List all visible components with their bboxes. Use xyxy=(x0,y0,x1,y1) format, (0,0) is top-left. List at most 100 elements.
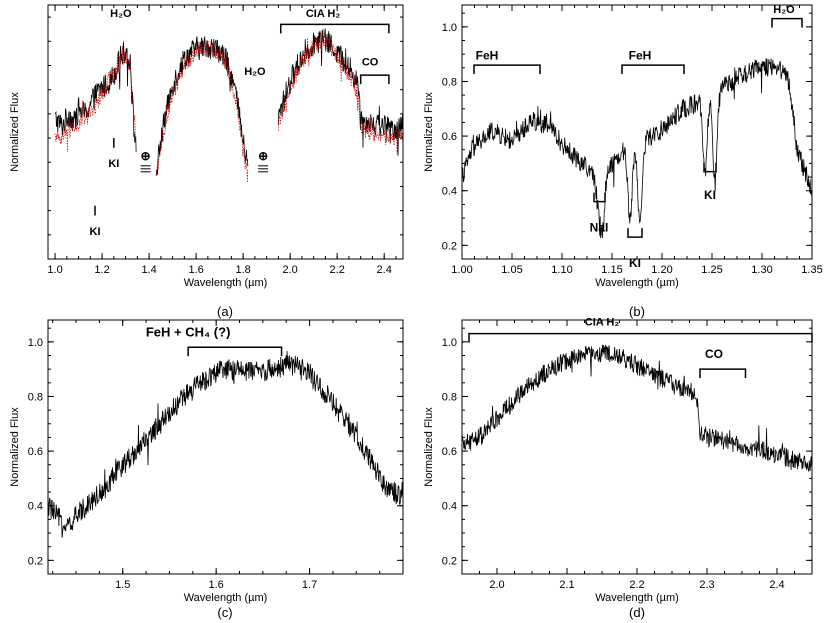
y-tick-label: 0.6 xyxy=(28,446,43,458)
panel-label: (b) xyxy=(629,304,645,319)
feature-bracket xyxy=(279,23,390,34)
annotations: CIA H₂ CO xyxy=(468,316,813,379)
y-axis xyxy=(48,16,403,236)
x-tick-label: 1.00 xyxy=(451,264,472,276)
feature-bracket xyxy=(703,162,717,173)
series-observed-seg-0 xyxy=(48,350,403,538)
y-tick-label: 0.4 xyxy=(442,186,457,198)
x-tick-label: 2.1 xyxy=(559,579,574,591)
feature-bracket xyxy=(699,368,747,379)
annotations: FeH + CH₄ (?) xyxy=(146,324,283,357)
panel-a: 1.0 1.2 1.4 1.6 1.8 2.0 2.2 2.4 Wavelength (µm) N… xyxy=(9,4,404,319)
y-tick-label: 1.0 xyxy=(442,337,457,349)
panel-label: (d) xyxy=(629,605,645,620)
feature-bracket xyxy=(359,74,390,85)
series-model-seg-0 xyxy=(54,46,137,153)
series-observed-seg-1 xyxy=(155,36,249,176)
y-axis: 0.2 0.4 0.6 0.8 1.0 xyxy=(28,327,403,575)
feature-label: H₂O xyxy=(110,8,132,20)
series-model-seg-2 xyxy=(278,28,403,154)
x-tick-label: 1.6 xyxy=(188,264,203,276)
feature-label: FeH xyxy=(629,49,652,63)
x-axis: 2.0 2.1 2.2 2.3 2.4 xyxy=(461,320,813,591)
y-axis-title: Normalized Flux xyxy=(423,407,435,487)
x-tick-label: 1.7 xyxy=(302,579,317,591)
x-tick-label: 1.30 xyxy=(751,264,772,276)
panel-b: 1.00 1.05 1.10 1.15 1.20 1.25 1.30 1.350.20.40.… xyxy=(423,4,823,319)
x-axis: 1.5 1.6 1.7 xyxy=(52,320,404,591)
x-tick-label: 2.2 xyxy=(629,579,644,591)
feature-bracket xyxy=(771,17,803,28)
x-tick-label: 1.05 xyxy=(501,264,522,276)
feature-bracket xyxy=(621,64,685,75)
feature-label: NaI xyxy=(590,221,609,235)
panel-label: (c) xyxy=(217,605,232,620)
y-tick-label: 0.2 xyxy=(442,555,457,567)
annotations: FeH FeH H₂O NaI KI KI xyxy=(473,4,803,270)
plot-area xyxy=(54,28,403,183)
y-tick-label: 0.6 xyxy=(442,446,457,458)
plot-frame xyxy=(47,319,404,575)
feature-label: FeH + CH₄ (?) xyxy=(146,324,231,339)
x-tick-label: 2.0 xyxy=(489,579,504,591)
series-observed-seg-0 xyxy=(462,344,812,472)
y-axis-title: Normalized Flux xyxy=(423,92,435,172)
feature-bracket xyxy=(593,192,606,203)
x-tick-label: 2.4 xyxy=(377,264,392,276)
x-axis-title: Wavelength (µm) xyxy=(184,592,268,604)
feature-label: H₂O xyxy=(773,4,795,16)
x-tick-label: 1.8 xyxy=(235,264,250,276)
feature-bracket xyxy=(187,346,283,357)
x-tick-label: 2.4 xyxy=(769,579,784,591)
y-tick-label: 1.0 xyxy=(442,22,457,34)
feature-label: KI xyxy=(704,188,716,202)
x-tick-label: 1.35 xyxy=(801,264,822,276)
x-axis-title: Wavelength (µm) xyxy=(595,592,679,604)
feature-label: KI xyxy=(108,158,119,170)
plot-area xyxy=(462,344,812,472)
feature-label: CO xyxy=(705,347,723,361)
x-tick-label: 1.20 xyxy=(651,264,672,276)
panel-c: 1.5 1.6 1.7 0.2 0.4 0.6 0.8 1.0 Wavelength (µm) N… xyxy=(9,319,404,620)
feature-label: CIA H₂ xyxy=(585,316,620,328)
feature-label: CO xyxy=(362,56,379,68)
y-tick-label: 0.8 xyxy=(28,391,43,403)
x-tick-label: 2.3 xyxy=(699,579,714,591)
x-tick-label: 1.0 xyxy=(47,264,62,276)
feature-label: KI xyxy=(629,256,641,270)
y-tick-label: 0.2 xyxy=(28,555,43,567)
y-tick-label: 0.2 xyxy=(442,240,457,252)
x-tick-label: 1.6 xyxy=(209,579,224,591)
x-axis-title: Wavelength (µm) xyxy=(595,277,679,289)
series-observed-seg-2 xyxy=(278,28,403,156)
y-tick-label: 1.0 xyxy=(28,337,43,349)
x-tick-label: 2.0 xyxy=(283,264,298,276)
feature-bracket xyxy=(468,332,813,343)
panel-d: 2.0 2.1 2.2 2.3 2.4 0.2 0.4 0.6 0.8 1.0 Wavelength… xyxy=(423,316,813,620)
series-observed-seg-0 xyxy=(462,58,812,239)
x-tick-label: 1.25 xyxy=(701,264,722,276)
feature-label: ⊕ xyxy=(141,149,151,163)
feature-label: KI xyxy=(90,226,101,238)
x-tick-label: 1.2 xyxy=(94,264,109,276)
y-tick-label: 0.4 xyxy=(28,501,43,513)
plot-area xyxy=(48,350,403,538)
plot-frame xyxy=(47,4,404,260)
y-axis: 0.2 0.4 0.6 0.8 1.0 xyxy=(442,12,812,260)
y-tick-label: 0.6 xyxy=(442,131,457,143)
y-tick-label: 0.4 xyxy=(442,501,457,513)
y-axis-title: Normalized Flux xyxy=(9,407,21,487)
panel-label: (a) xyxy=(217,304,233,319)
x-axis-title: Wavelength (µm) xyxy=(184,277,268,289)
y-axis-title: Normalized Flux xyxy=(9,92,21,172)
feature-bracket xyxy=(473,64,541,75)
plot-area xyxy=(462,58,812,239)
y-axis: 0.2 0.4 0.6 0.8 1.0 xyxy=(442,327,812,575)
annotations: H₂O H₂O CIA H₂ CO KI KI ⊕ ⊕ xyxy=(90,8,390,238)
feature-bracket xyxy=(627,228,643,238)
series-model-seg-1 xyxy=(155,40,249,183)
x-tick-label: 1.15 xyxy=(601,264,622,276)
x-tick-label: 1.4 xyxy=(141,264,156,276)
feature-label: ⊕ xyxy=(258,149,268,163)
